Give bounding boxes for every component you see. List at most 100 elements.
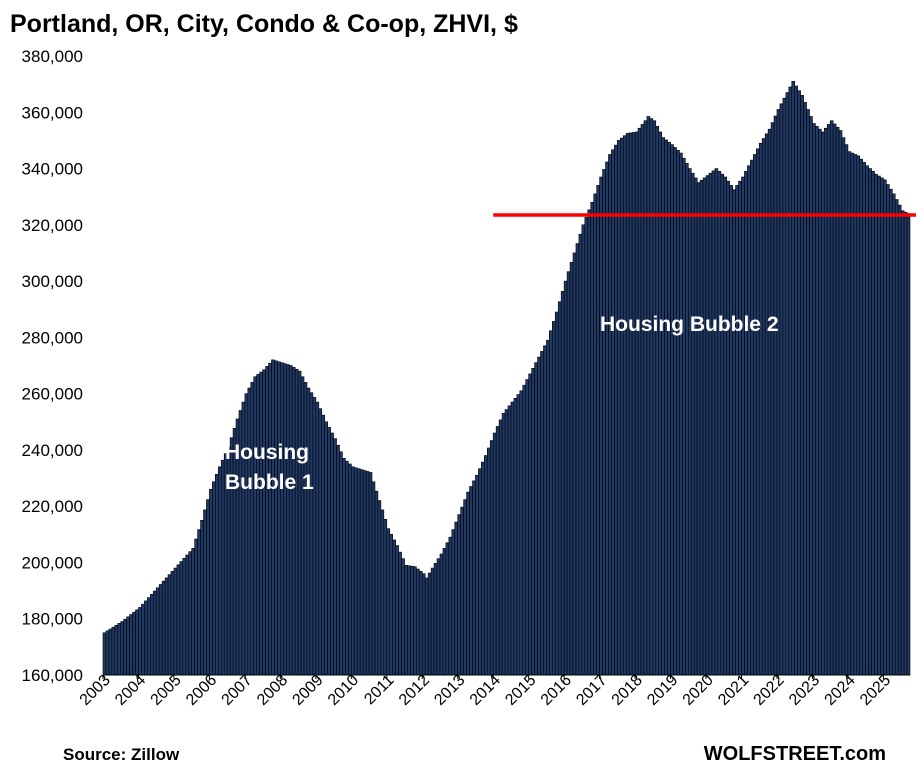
bar — [735, 185, 739, 676]
bar — [321, 414, 326, 676]
x-tick-label: 2012 — [396, 672, 433, 709]
bar — [510, 401, 515, 676]
bar — [874, 173, 878, 676]
bar — [407, 565, 411, 676]
bar — [486, 447, 491, 676]
bar — [714, 168, 719, 676]
x-tick-label: 2006 — [183, 672, 220, 709]
chart-title: Portland, OR, City, Condo & Co-op, ZHVI,… — [10, 10, 518, 38]
bar — [758, 142, 763, 676]
bar — [696, 182, 701, 676]
bar — [333, 438, 337, 676]
bar — [102, 632, 107, 676]
bar — [398, 551, 402, 676]
bar — [826, 124, 831, 676]
x-tick-label: 2015 — [502, 672, 539, 709]
bar — [889, 188, 893, 676]
bar — [179, 561, 184, 676]
x-tick-label: 2016 — [538, 672, 575, 709]
bar — [690, 172, 695, 676]
bar — [744, 171, 748, 676]
bar — [501, 413, 506, 676]
bar — [368, 472, 373, 676]
bar — [552, 321, 556, 676]
bar — [173, 567, 178, 676]
bar — [433, 563, 438, 676]
bar — [377, 500, 382, 676]
bar — [608, 154, 612, 676]
bar — [200, 519, 204, 676]
bar — [717, 171, 722, 676]
bar — [185, 554, 190, 676]
bar — [424, 577, 429, 676]
bar — [469, 486, 473, 676]
bar — [380, 509, 385, 676]
bar — [395, 545, 399, 676]
bar — [182, 557, 187, 676]
bar — [575, 243, 580, 676]
bar — [891, 193, 896, 676]
bar — [853, 154, 858, 676]
bar — [389, 534, 393, 676]
x-tick-label: 2013 — [431, 672, 468, 709]
bar — [155, 587, 160, 676]
bar — [194, 538, 198, 676]
bar — [359, 469, 364, 676]
bar — [277, 361, 281, 676]
bar — [747, 165, 751, 676]
x-tick-label: 2020 — [680, 672, 717, 709]
bar — [611, 149, 615, 676]
x-tick-label: 2019 — [644, 672, 681, 709]
x-tick-label: 2021 — [715, 672, 752, 709]
x-tick-label: 2010 — [325, 672, 362, 709]
x-tick-label: 2014 — [467, 672, 504, 709]
bar — [324, 421, 328, 676]
bar — [404, 564, 408, 676]
bar — [466, 491, 470, 676]
bar — [537, 356, 541, 676]
bar — [812, 123, 816, 676]
bar — [566, 271, 571, 676]
bar — [498, 419, 503, 676]
bar — [554, 311, 559, 676]
bar — [427, 572, 432, 676]
bar — [345, 460, 349, 676]
bar — [268, 362, 272, 676]
bar — [442, 548, 447, 676]
bar — [170, 571, 175, 676]
bar — [416, 568, 420, 676]
bar — [164, 577, 169, 676]
bar — [460, 506, 464, 676]
bar — [593, 193, 597, 676]
bar — [732, 189, 736, 676]
bar — [761, 138, 766, 676]
bar — [371, 481, 376, 676]
bar — [232, 428, 237, 676]
y-tick-label: 300,000 — [22, 272, 83, 291]
bar — [788, 86, 793, 676]
bar — [531, 368, 535, 676]
y-tick-label: 320,000 — [22, 216, 83, 235]
bar — [256, 374, 260, 676]
bar — [176, 564, 181, 676]
bar — [144, 600, 148, 676]
bar — [841, 137, 846, 676]
bar — [436, 558, 441, 676]
bar — [670, 144, 674, 676]
bar — [327, 427, 331, 676]
bar — [599, 176, 603, 676]
bar — [673, 147, 677, 676]
bar — [147, 597, 151, 676]
bar — [649, 118, 654, 676]
bar — [197, 529, 201, 676]
bar — [832, 123, 837, 676]
bar — [738, 180, 742, 676]
bar — [794, 85, 798, 676]
bar — [525, 379, 529, 676]
bar — [285, 364, 290, 676]
bar — [829, 120, 834, 676]
bar — [770, 122, 775, 676]
bar — [362, 470, 367, 676]
bar — [534, 362, 538, 676]
